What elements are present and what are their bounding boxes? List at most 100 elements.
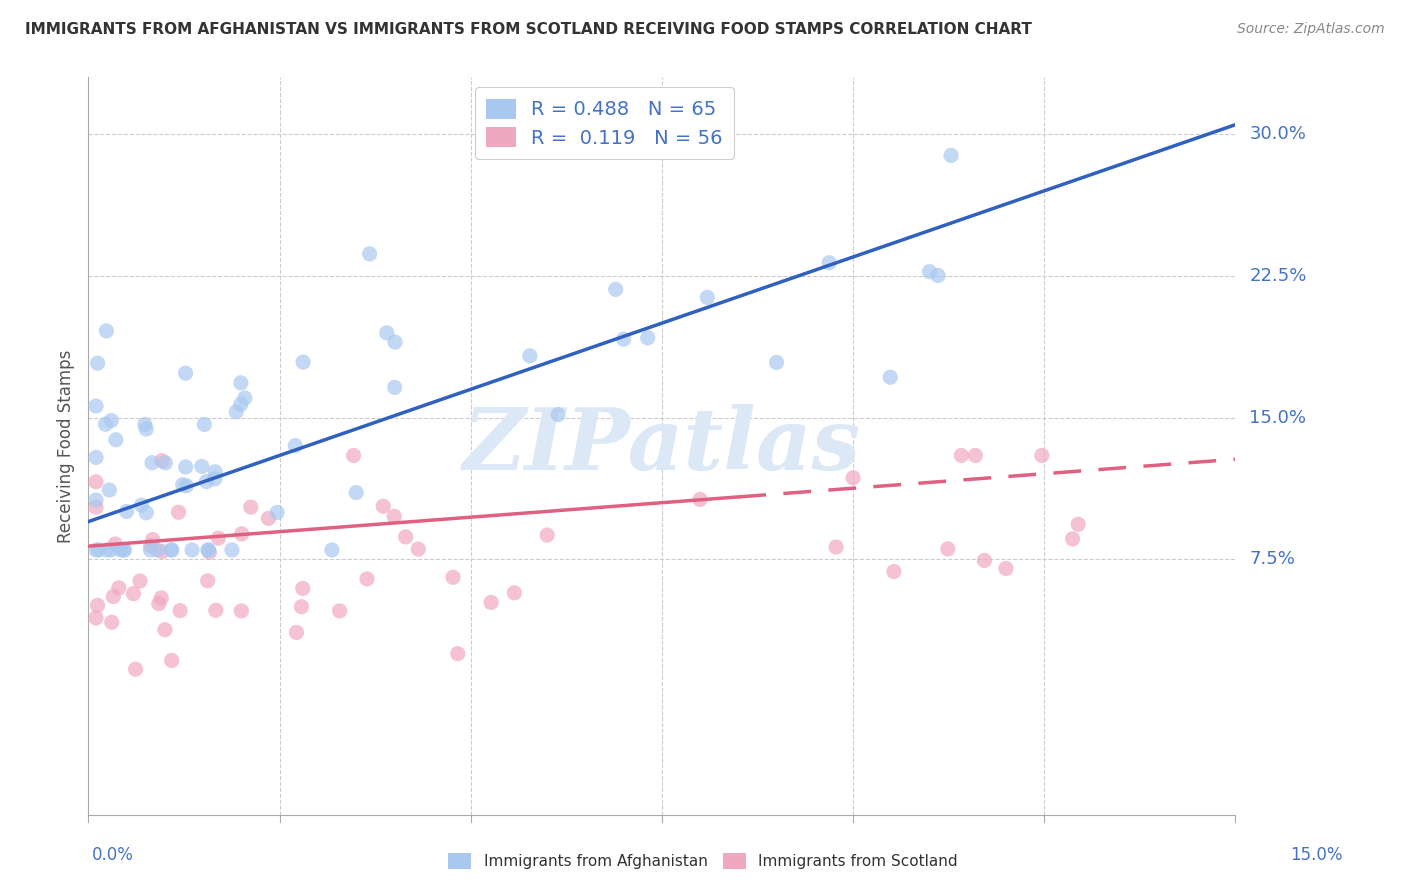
Point bbox=[257, 511, 280, 525]
Point bbox=[96, 543, 118, 558]
Point bbox=[284, 439, 307, 453]
Point bbox=[696, 290, 718, 304]
Text: IMMIGRANTS FROM AFGHANISTAN VS IMMIGRANTS FROM SCOTLAND RECEIVING FOOD STAMPS CO: IMMIGRANTS FROM AFGHANISTAN VS IMMIGRANT… bbox=[25, 22, 1032, 37]
Point bbox=[84, 611, 107, 625]
Point bbox=[994, 561, 1017, 575]
Point bbox=[204, 465, 226, 479]
Point bbox=[122, 587, 145, 601]
Point bbox=[169, 604, 191, 618]
Point bbox=[94, 417, 117, 432]
Point bbox=[86, 356, 108, 370]
Point bbox=[229, 376, 252, 390]
Point bbox=[231, 604, 253, 618]
Point bbox=[142, 533, 165, 547]
Point bbox=[292, 355, 315, 369]
Point bbox=[134, 417, 156, 432]
Point bbox=[129, 574, 152, 588]
Point bbox=[479, 595, 502, 609]
Point bbox=[285, 625, 308, 640]
Point bbox=[205, 603, 228, 617]
Point bbox=[84, 493, 107, 508]
Point bbox=[689, 492, 711, 507]
Point bbox=[225, 405, 247, 419]
Point bbox=[135, 422, 157, 436]
Point bbox=[108, 581, 131, 595]
Point bbox=[359, 247, 381, 261]
Point bbox=[936, 541, 959, 556]
Point bbox=[605, 282, 627, 296]
Point bbox=[84, 500, 107, 515]
Point bbox=[447, 647, 470, 661]
Point bbox=[135, 506, 157, 520]
Point bbox=[176, 479, 198, 493]
Point bbox=[927, 268, 949, 283]
Legend: Immigrants from Afghanistan, Immigrants from Scotland: Immigrants from Afghanistan, Immigrants … bbox=[443, 847, 963, 875]
Point bbox=[148, 597, 170, 611]
Point bbox=[197, 574, 219, 588]
Point bbox=[100, 615, 122, 630]
Point bbox=[503, 586, 526, 600]
Text: 0.0%: 0.0% bbox=[91, 846, 134, 863]
Point bbox=[842, 471, 865, 485]
Point bbox=[1031, 449, 1053, 463]
Text: 15.0%: 15.0% bbox=[1291, 846, 1343, 863]
Point bbox=[84, 475, 107, 489]
Point bbox=[965, 449, 987, 463]
Point bbox=[197, 543, 219, 558]
Point bbox=[96, 324, 118, 338]
Point bbox=[373, 500, 395, 514]
Point bbox=[150, 453, 173, 467]
Point bbox=[84, 543, 107, 558]
Text: 22.5%: 22.5% bbox=[1250, 267, 1306, 285]
Point bbox=[114, 543, 136, 558]
Point bbox=[172, 477, 194, 491]
Point bbox=[973, 553, 995, 567]
Point bbox=[139, 543, 162, 558]
Legend: R = 0.488   N = 65, R =  0.119   N = 56: R = 0.488 N = 65, R = 0.119 N = 56 bbox=[475, 87, 734, 160]
Point bbox=[131, 498, 153, 512]
Point bbox=[879, 370, 901, 384]
Point bbox=[221, 543, 243, 558]
Point bbox=[825, 540, 848, 554]
Point bbox=[204, 472, 226, 486]
Point bbox=[384, 380, 406, 394]
Point bbox=[146, 543, 169, 558]
Point bbox=[342, 449, 364, 463]
Point bbox=[160, 543, 183, 558]
Point bbox=[191, 459, 214, 474]
Point bbox=[229, 397, 252, 411]
Point bbox=[155, 456, 177, 470]
Point bbox=[239, 500, 262, 514]
Point bbox=[441, 570, 464, 584]
Point bbox=[195, 475, 218, 489]
Text: 15.0%: 15.0% bbox=[1250, 409, 1306, 426]
Point bbox=[124, 662, 146, 676]
Point bbox=[197, 543, 219, 558]
Text: 7.5%: 7.5% bbox=[1250, 550, 1295, 568]
Point bbox=[141, 456, 163, 470]
Point bbox=[519, 349, 541, 363]
Point bbox=[150, 591, 173, 605]
Point bbox=[84, 399, 107, 413]
Point bbox=[290, 599, 312, 614]
Point bbox=[104, 537, 127, 551]
Point bbox=[110, 543, 132, 558]
Point bbox=[384, 335, 406, 350]
Point bbox=[87, 543, 110, 558]
Point bbox=[104, 433, 127, 447]
Point bbox=[395, 530, 418, 544]
Point bbox=[181, 543, 204, 558]
Point bbox=[950, 449, 973, 463]
Point bbox=[100, 543, 122, 558]
Text: 30.0%: 30.0% bbox=[1250, 125, 1306, 143]
Point bbox=[198, 545, 221, 559]
Point bbox=[160, 653, 183, 667]
Point bbox=[939, 148, 962, 162]
Text: ZIPatlas: ZIPatlas bbox=[463, 404, 860, 488]
Point bbox=[231, 526, 253, 541]
Point bbox=[613, 332, 636, 346]
Point bbox=[1062, 532, 1084, 546]
Point bbox=[233, 391, 256, 405]
Point bbox=[150, 544, 173, 558]
Point bbox=[100, 413, 122, 427]
